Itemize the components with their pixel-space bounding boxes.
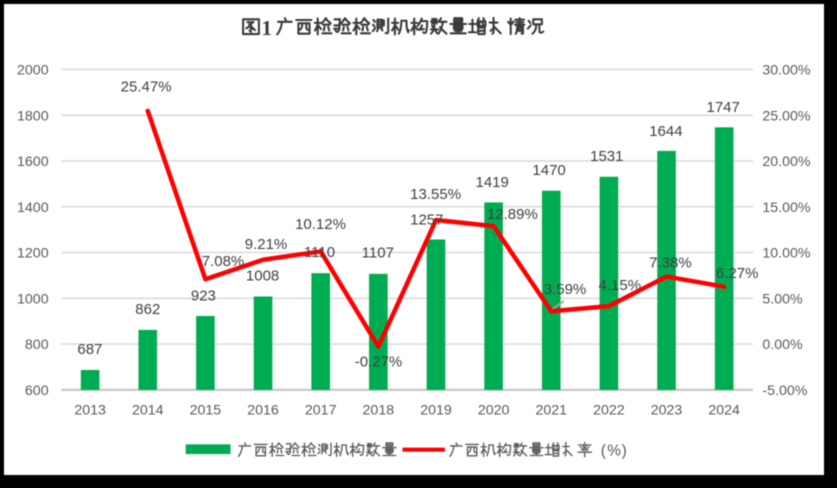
svg-text:1257: 1257: [410, 211, 443, 228]
svg-text:800: 800: [25, 337, 49, 353]
svg-text:2016: 2016: [247, 403, 279, 419]
svg-text:1747: 1747: [707, 99, 740, 116]
svg-text:2021: 2021: [535, 403, 567, 419]
svg-text:10.12%: 10.12%: [295, 216, 346, 233]
svg-text:25.00%: 25.00%: [762, 108, 811, 124]
svg-text:2017: 2017: [305, 403, 337, 419]
svg-text:2015: 2015: [190, 403, 222, 419]
svg-text:30.00%: 30.00%: [762, 63, 811, 79]
svg-text:1419: 1419: [476, 174, 509, 191]
svg-text:1470: 1470: [532, 162, 565, 179]
svg-text:1000: 1000: [17, 291, 49, 307]
svg-text:1400: 1400: [17, 200, 49, 216]
svg-text:2000: 2000: [17, 63, 49, 79]
svg-text:2019: 2019: [420, 403, 452, 419]
svg-text:9.21%: 9.21%: [245, 236, 288, 253]
svg-text:6.27%: 6.27%: [716, 265, 759, 282]
svg-text:1110: 1110: [304, 244, 335, 261]
svg-text:1008: 1008: [246, 268, 279, 285]
svg-text:2023: 2023: [651, 403, 683, 419]
svg-text:(: (: [601, 442, 607, 459]
svg-text:1107: 1107: [362, 245, 394, 262]
svg-text:25.47%: 25.47%: [121, 78, 172, 95]
svg-text:1: 1: [262, 16, 273, 40]
svg-text:15.00%: 15.00%: [762, 200, 811, 216]
svg-text:): ): [622, 442, 627, 459]
svg-text:1200: 1200: [17, 246, 49, 262]
svg-text:2014: 2014: [132, 403, 164, 419]
svg-text:862: 862: [135, 301, 160, 318]
svg-text:2018: 2018: [363, 403, 395, 419]
svg-text:13.55%: 13.55%: [410, 186, 461, 203]
svg-text:1644: 1644: [649, 123, 682, 140]
svg-text:2020: 2020: [478, 403, 510, 419]
svg-text:0.00%: 0.00%: [762, 337, 803, 353]
svg-text:12.89%: 12.89%: [487, 206, 538, 223]
svg-text:-5.00%: -5.00%: [762, 383, 807, 399]
svg-text:1600: 1600: [17, 154, 49, 170]
svg-text:687: 687: [77, 341, 102, 358]
svg-text:4.15%: 4.15%: [599, 277, 642, 294]
svg-text:1531: 1531: [590, 148, 623, 165]
svg-text:2022: 2022: [593, 403, 625, 419]
svg-text:10.00%: 10.00%: [762, 246, 811, 262]
svg-text:20.00%: 20.00%: [762, 154, 811, 170]
svg-text:923: 923: [191, 288, 216, 305]
svg-text:2013: 2013: [74, 403, 106, 419]
svg-text:7.08%: 7.08%: [202, 253, 245, 270]
svg-text:1800: 1800: [17, 108, 49, 124]
svg-text:7.38%: 7.38%: [649, 254, 692, 271]
svg-text:%: %: [607, 442, 621, 459]
svg-text:2024: 2024: [708, 403, 740, 419]
svg-text:3.59%: 3.59%: [544, 281, 587, 298]
svg-text:5.00%: 5.00%: [762, 291, 803, 307]
svg-text:-0.27%: -0.27%: [355, 353, 403, 370]
svg-text:600: 600: [25, 383, 49, 399]
